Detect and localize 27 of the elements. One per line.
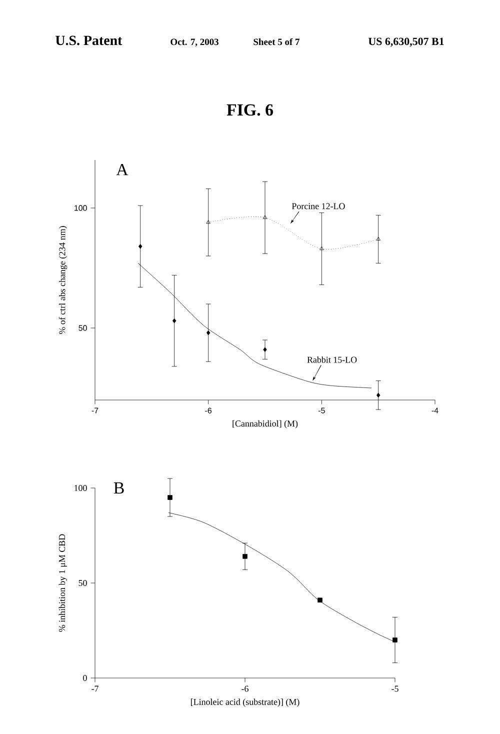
caption: FIG. 6 bbox=[226, 104, 274, 116]
point bbox=[206, 330, 210, 336]
text: Porcine 12-LO bbox=[292, 203, 345, 210]
text: U.S. Patent bbox=[56, 36, 122, 46]
x-axis-title: [Linoleic acid (substrate)] (M) bbox=[191, 698, 300, 707]
y-tick-label: 100 bbox=[74, 484, 87, 492]
x-tick-label: -5 bbox=[392, 686, 398, 692]
x-tick-label: -7 bbox=[92, 686, 98, 692]
text: US 6,630,507 B1 bbox=[368, 38, 444, 47]
point bbox=[168, 495, 172, 500]
point bbox=[392, 638, 398, 642]
point bbox=[242, 554, 248, 559]
y-axis-title: % inhibition by 1 μM CBD bbox=[58, 534, 67, 632]
y-tick-label: 0 bbox=[83, 674, 87, 682]
point bbox=[138, 244, 142, 249]
series-label: Rabbit 15-LO bbox=[307, 356, 357, 363]
x-tick-label: -6 bbox=[242, 686, 248, 692]
annotation: A bbox=[116, 164, 128, 176]
point bbox=[263, 347, 267, 352]
text: Oct. 7, 2003 bbox=[170, 38, 219, 46]
text: Sheet 5 of 7 bbox=[254, 38, 300, 46]
x-axis-title: [Cannabidiol] (M) bbox=[232, 420, 298, 428]
annotation: B bbox=[114, 482, 124, 494]
y-tick-label: 50 bbox=[78, 580, 87, 586]
point bbox=[376, 392, 380, 398]
y-axis-title: % of ctrl abs change (234 nm) bbox=[58, 226, 68, 334]
point bbox=[172, 318, 176, 324]
